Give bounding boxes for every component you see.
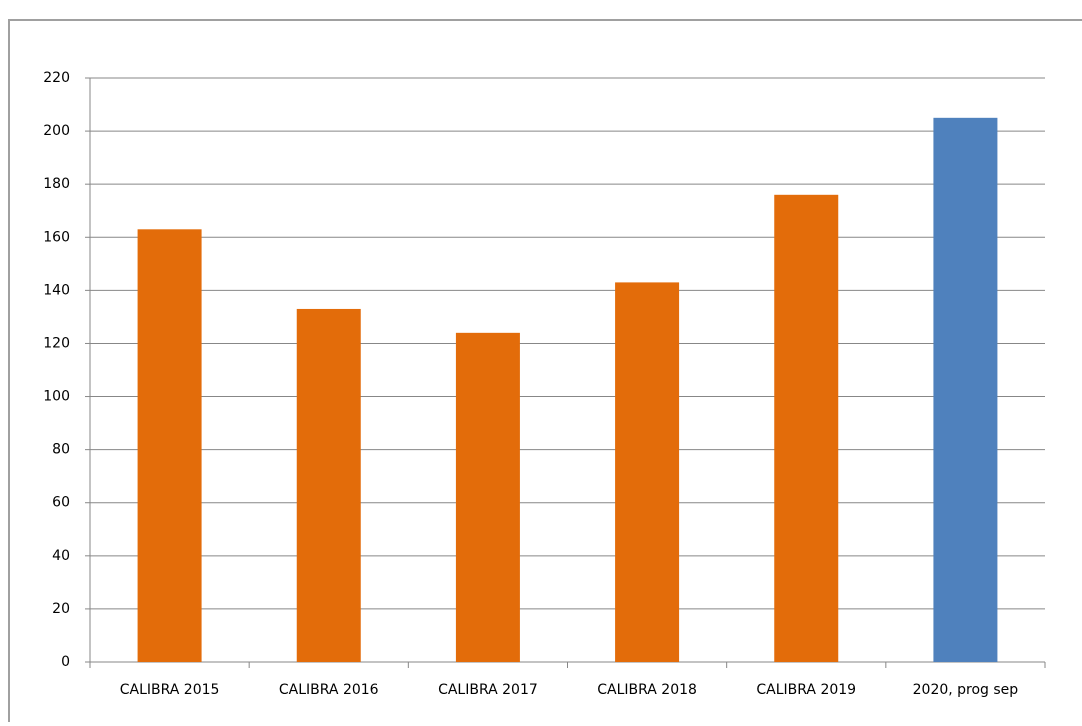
y-tick-label: 20 [52, 601, 70, 617]
y-tick-label: 120 [43, 335, 70, 351]
x-tick-label: CALIBRA 2016 [279, 682, 379, 698]
y-tick-label: 80 [52, 442, 70, 458]
bar [615, 282, 680, 662]
y-tick-label: 220 [43, 70, 70, 86]
x-tick-label: CALIBRA 2018 [597, 682, 697, 698]
y-tick-label: 60 [52, 495, 70, 511]
y-tick-label: 200 [43, 123, 70, 139]
y-tick-label: 180 [43, 176, 70, 192]
bar [774, 194, 839, 663]
x-tick-label: CALIBRA 2019 [756, 682, 856, 698]
y-tick-label: 40 [52, 548, 70, 564]
bar [137, 229, 202, 663]
bar [296, 308, 361, 662]
x-tick-label: 2020, prog sep [913, 682, 1019, 698]
x-tick-label: CALIBRA 2017 [438, 682, 538, 698]
y-tick-label: 160 [43, 229, 70, 245]
bar [933, 117, 998, 663]
y-tick-label: 100 [43, 389, 70, 405]
bar [455, 332, 520, 662]
x-tick-label: CALIBRA 2015 [120, 682, 220, 698]
y-tick-label: 140 [43, 282, 70, 298]
y-tick-label: 0 [61, 654, 70, 670]
